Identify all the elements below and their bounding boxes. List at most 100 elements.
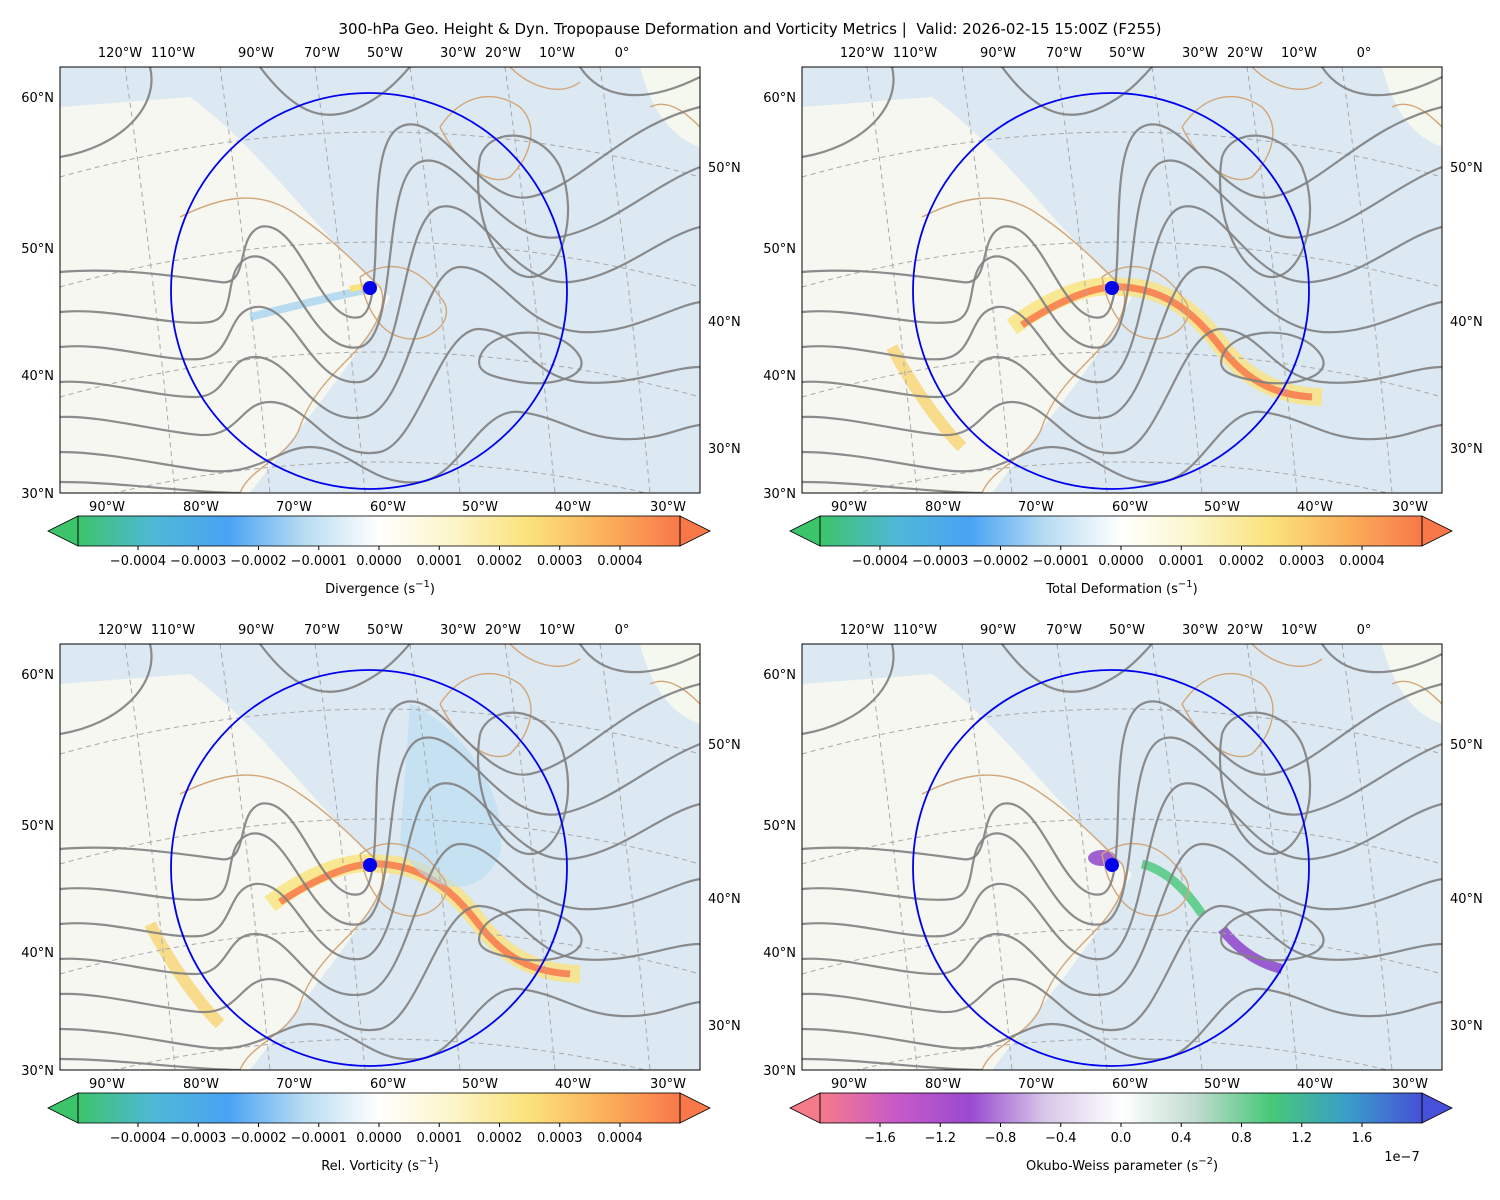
graticule-parallel (60, 351, 700, 398)
graticule-meridian (1246, 644, 1298, 1070)
map-frame (801, 643, 1443, 1071)
graticule-parallel (60, 131, 700, 178)
bottom-longitude-label: 50°W (462, 1077, 498, 1092)
graticule-meridian (219, 644, 271, 1070)
map-land-europe (640, 644, 700, 724)
colorbar-tick-label: 0.0004 (597, 1131, 643, 1146)
height-contour (802, 105, 1442, 319)
colorbar-scale-factor: 1e−7 (1384, 1150, 1419, 1165)
graticule-meridian (1056, 67, 1108, 493)
colorbar-title: Divergence (s−1) (325, 579, 435, 597)
height-contour (579, 644, 700, 674)
coastline (1251, 644, 1323, 667)
graticule-meridian (1341, 644, 1393, 1070)
top-longitude-label: 30°W (440, 46, 476, 61)
height-contour (802, 265, 1442, 420)
top-longitude-label: 90°W (238, 46, 274, 61)
right-latitude-label: 30°N (1450, 1019, 1483, 1034)
top-longitude-label: 70°W (1046, 623, 1082, 638)
colorbar-tick-label: −0.0002 (230, 554, 286, 569)
bottom-longitude-label: 80°W (925, 500, 961, 515)
bottom-longitude-label: 30°W (1392, 500, 1428, 515)
graticule-parallel (60, 708, 700, 755)
left-latitude-label: 30°N (21, 487, 54, 502)
height-contour (802, 67, 895, 159)
bottom-longitude-label: 30°W (1392, 1077, 1428, 1092)
right-latitude-label: 30°N (1450, 442, 1483, 457)
graticule-parallel (854, 461, 1390, 493)
bottom-longitude-label: 80°W (925, 1077, 961, 1092)
colorbar-tick-label: 0.0 (1111, 1131, 1132, 1146)
bottom-longitude-label: 60°W (1112, 1077, 1148, 1092)
colorbar-low-extend (789, 515, 821, 547)
height-contour (60, 682, 700, 896)
bottom-longitude-label: 60°W (1112, 500, 1148, 515)
top-longitude-label: 70°W (304, 623, 340, 638)
colorbar-tick-label: −0.0002 (972, 554, 1028, 569)
field-jet-band-west (144, 921, 225, 1029)
bottom-longitude-label: 60°W (370, 1077, 406, 1092)
coastline (649, 680, 700, 705)
right-latitude-label: 50°N (708, 738, 741, 753)
map-frame (59, 643, 701, 1071)
top-longitude-label: 0° (1357, 46, 1372, 61)
colorbar-title: Okubo-Weiss parameter (s−2) (1026, 1156, 1218, 1174)
colorbar-tick-label: 0.0001 (417, 554, 463, 569)
bottom-longitude-label: 40°W (555, 500, 591, 515)
map-frame (59, 66, 701, 494)
height-contour (60, 1057, 241, 1070)
height-contour (60, 480, 241, 493)
colorbar-tick-label: −0.8 (985, 1131, 1017, 1146)
colorbar-body (820, 1093, 1422, 1123)
height-contour (477, 908, 583, 962)
bottom-longitude-label: 90°W (831, 500, 867, 515)
colorbar-title: Total Deformation (s−1) (1045, 579, 1198, 597)
height-contour (477, 331, 583, 385)
radius-circle (170, 92, 568, 490)
bottom-longitude-label: 30°W (650, 500, 686, 515)
top-longitude-label: 70°W (304, 46, 340, 61)
height-contour (802, 904, 1442, 1032)
colorbar-tick-label: −0.0003 (170, 554, 226, 569)
graticule-meridian (961, 67, 1013, 493)
colorbar-low-extend (789, 1092, 821, 1124)
bottom-longitude-label: 80°W (183, 1077, 219, 1092)
graticule-meridian (866, 644, 918, 1070)
graticule-meridian (1246, 67, 1298, 493)
top-longitude-label: 110°W (893, 46, 937, 61)
colorbar-high-extend (679, 515, 711, 547)
colorbar-tick-label: 0.0001 (1159, 554, 1205, 569)
top-longitude-label: 30°W (1182, 46, 1218, 61)
bottom-longitude-label: 70°W (1018, 1077, 1054, 1092)
bottom-longitude-label: 40°W (555, 1077, 591, 1092)
colorbar-tick-label: −0.0004 (110, 1131, 166, 1146)
height-contour (259, 644, 411, 693)
colorbar-tick-label: −0.0002 (230, 1131, 286, 1146)
top-longitude-label: 20°W (1227, 46, 1263, 61)
top-longitude-label: 0° (615, 623, 630, 638)
coastline (921, 197, 1126, 493)
colorbar-tick-label: 0.0000 (356, 554, 402, 569)
left-latitude-label: 30°N (763, 487, 796, 502)
height-contour (60, 327, 700, 455)
graticule-meridian (866, 67, 918, 493)
graticule-parallel (802, 131, 1442, 178)
bottom-longitude-label: 70°W (276, 500, 312, 515)
colorbar-tick-label: 0.0004 (597, 554, 643, 569)
height-contour (1321, 644, 1442, 674)
top-longitude-label: 50°W (1109, 46, 1145, 61)
left-latitude-label: 40°N (21, 369, 54, 384)
map-panel-total-deformation: 120°W 110°W 90°W 70°W 50°W 30°W 20°W 10°W 0° 90°W… (763, 46, 1483, 597)
top-longitude-label: 50°W (1109, 623, 1145, 638)
right-latitude-label: 50°N (1450, 161, 1483, 176)
colorbar-tick-label: −0.4 (1045, 1131, 1077, 1146)
colorbar-tick-label: 0.0000 (1098, 554, 1144, 569)
top-longitude-label: 20°W (485, 623, 521, 638)
coastline (359, 265, 447, 340)
top-longitude-label: 50°W (367, 623, 403, 638)
center-marker (1105, 281, 1119, 295)
graticule-meridian (314, 67, 366, 493)
colorbar-tick-label: 0.0001 (417, 1131, 463, 1146)
top-longitude-label: 120°W (840, 623, 884, 638)
colorbar-body (820, 516, 1422, 546)
